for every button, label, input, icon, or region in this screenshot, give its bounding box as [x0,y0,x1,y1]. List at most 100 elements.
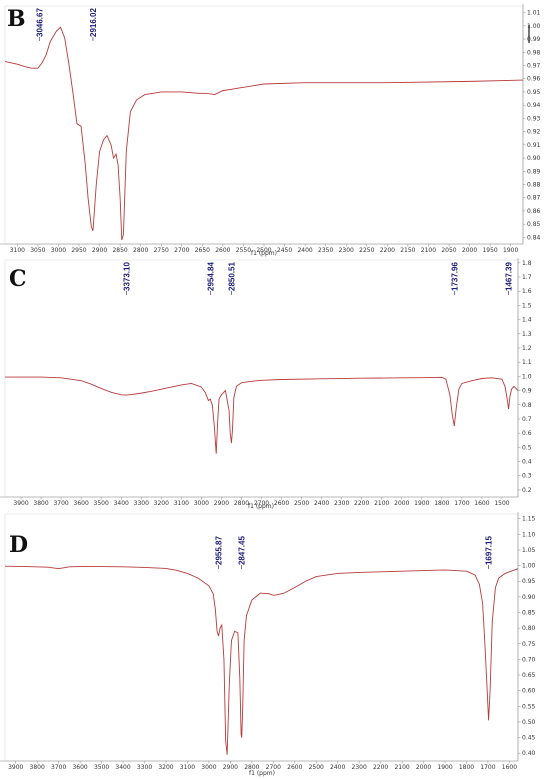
x-tick-label: 3300 [134,500,149,507]
y-tick-label: 0.93 [527,115,541,122]
x-tick-label: 2900 [92,247,107,254]
y-tick-label: 1.15 [522,516,536,523]
x-tick-label: 2000 [462,247,477,254]
y-tick-label: 1.10 [522,531,536,538]
x-tick-label: 2400 [330,764,345,771]
x-tick-label: 2450 [277,247,292,254]
x-tick-label: 2250 [359,247,374,254]
panel-letter: C [9,266,27,292]
x-tick-label: 3000 [51,247,66,254]
x-tick-label: 3500 [94,764,109,771]
y-tick-label: 1.05 [522,547,536,554]
y-tick-label: 0.98 [527,49,541,56]
x-tick-label: 3200 [154,500,169,507]
x-tick-label: 2400 [314,500,329,507]
peak-label: 2916.02 [89,8,98,37]
peak-label: 3373.10 [123,262,132,291]
panel-letter: D [9,532,28,558]
x-tick-label: 2750 [154,247,169,254]
x-tick-label: 3500 [94,500,109,507]
y-tick-label: 0.75 [522,641,536,648]
y-tick-label: 0.87 [527,195,541,202]
x-tick-label: 2350 [318,247,333,254]
peak-label: 2954.84 [206,262,215,291]
x-tick-label: 3200 [158,764,173,771]
x-tick-label: 2500 [309,764,324,771]
y-ticks: 0.84 0.85 0.86 0.87 0.88 0.89 0.90 0.91 0.92 0.93… [523,10,541,241]
peak-labels: 3046.67 2916.02 [35,8,98,41]
x-tick-label: 2800 [234,500,249,507]
x-tick-label: 2850 [112,247,127,254]
x-tick-label: 2000 [394,500,409,507]
y-tick-label: 0.85 [527,221,541,228]
x-tick-label: 2100 [421,247,436,254]
x-tick-label: 3600 [74,500,89,507]
peak-label: 1737.96 [450,262,459,291]
x-tick-label: 1600 [474,500,489,507]
x-tick-label: 3100 [180,764,195,771]
x-tick-label: 3400 [114,500,129,507]
x-tick-label: 1950 [482,247,497,254]
y-tick-label: 0.96 [527,76,541,83]
x-tick-label: 2000 [416,764,431,771]
peak-label: 2847.45 [238,536,247,565]
panel-letter: B [7,6,26,32]
x-tick-label: 1900 [414,500,429,507]
x-tick-label: 3600 [72,764,87,771]
spectrum-line [4,26,524,241]
y-tick-label: 0.7 [522,416,532,423]
x-tick-label: 2800 [244,764,259,771]
x-tick-label: 2650 [195,247,210,254]
y-tick-label: 0.65 [522,672,536,679]
peak-label: 1697.15 [485,536,494,565]
x-tick-label: 2900 [214,500,229,507]
x-tick-label: 2900 [223,764,238,771]
x-tick-label: 1900 [437,764,452,771]
y-tick-label: 0.2 [522,487,532,494]
panel-b: B f1 (ppm) 3100 3050 3000 2950 2900 2850 2800 2… [0,4,541,257]
y-scroll-indicator[interactable] [528,25,530,43]
y-tick-label: 0.80 [522,625,536,632]
peak-label: 2850.51 [227,262,236,291]
y-tick-label: 1.3 [522,331,532,338]
x-tick-label: 2100 [394,764,409,771]
y-tick-label: 0.84 [527,234,541,241]
y-tick-label: 0.70 [522,656,536,663]
x-tick-label: 2300 [352,764,367,771]
x-tick-label: 1800 [434,500,449,507]
y-tick-label: 0.6 [522,430,532,437]
y-tick-label: 0.40 [522,750,536,757]
y-tick-label: 0.90 [527,155,541,162]
x-tick-label: 1700 [480,764,495,771]
x-tick-label: 2700 [254,500,269,507]
y-tick-label: 0.9 [522,388,532,395]
x-axis-label: f1 (ppm) [248,503,274,510]
y-tick-label: 0.90 [522,594,536,601]
x-tick-label: 2150 [400,247,415,254]
y-tick-label: 0.91 [527,142,541,149]
y-tick-label: 0.95 [527,89,541,96]
x-tick-label: 2800 [133,247,148,254]
x-tick-label: 1700 [454,500,469,507]
x-tick-label: 1600 [502,764,517,771]
x-tick-label: 2200 [373,764,388,771]
y-tick-label: 0.97 [527,63,541,70]
x-tick-label: 1500 [494,500,509,507]
x-ticks: 3100 3050 3000 2950 2900 2850 2800 2750 2700 2650… [10,244,518,254]
y-tick-label: 0.8 [522,402,532,409]
peak-label: 2955.87 [214,536,223,565]
y-tick-label: 0.50 [522,719,536,726]
y-tick-label: 1.4 [522,317,532,324]
x-tick-label: 3800 [30,764,45,771]
x-ticks: 3900 3800 3700 3600 3500 3400 3300 3200 3100 3000… [8,761,517,771]
x-tick-label: 2300 [334,500,349,507]
x-tick-label: 3900 [13,500,28,507]
y-tick-label: 1.01 [527,10,541,17]
spectrum-line [5,376,519,454]
y-tick-label: 0.55 [522,703,536,710]
y-ticks: 0.2 0.3 0.4 0.5 0.6 0.7 0.8 0.9 1.0 1.1 1.2 1.3 1.4 1… [518,260,532,494]
y-tick-label: 0.86 [527,208,541,215]
plot-frame [4,513,519,762]
y-tick-label: 0.99 [527,36,541,43]
